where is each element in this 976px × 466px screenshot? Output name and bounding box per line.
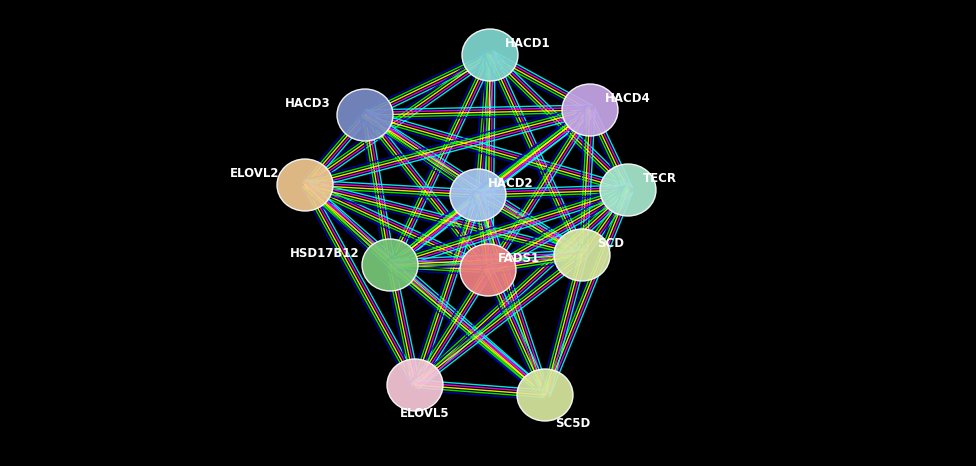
Text: SCD: SCD: [597, 237, 624, 250]
Text: HACD3: HACD3: [285, 97, 331, 110]
Ellipse shape: [554, 229, 610, 281]
Ellipse shape: [562, 84, 618, 136]
Ellipse shape: [600, 164, 656, 216]
Text: SC5D: SC5D: [555, 417, 590, 430]
Ellipse shape: [337, 89, 393, 141]
Text: ELOVL2: ELOVL2: [230, 167, 279, 180]
Ellipse shape: [387, 359, 443, 411]
Text: ELOVL5: ELOVL5: [400, 407, 450, 420]
Text: HACD2: HACD2: [488, 177, 534, 190]
Ellipse shape: [362, 239, 418, 291]
Ellipse shape: [277, 159, 333, 211]
Ellipse shape: [517, 369, 573, 421]
Text: FADS1: FADS1: [498, 252, 540, 265]
Text: TECR: TECR: [643, 172, 677, 185]
Text: HSD17B12: HSD17B12: [290, 247, 359, 260]
Text: HACD4: HACD4: [605, 92, 651, 105]
Ellipse shape: [450, 169, 506, 221]
Ellipse shape: [462, 29, 518, 81]
Text: HACD1: HACD1: [505, 37, 550, 50]
Ellipse shape: [460, 244, 516, 296]
